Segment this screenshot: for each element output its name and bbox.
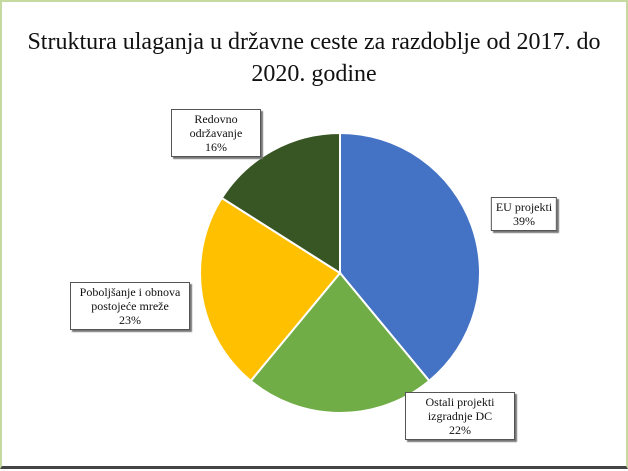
pie-slice: [339, 131, 481, 383]
category-label: Poboljšanje i obnova postojeće mreže: [79, 285, 181, 313]
data-label: Poboljšanje i obnova postojeće mreže 23%: [70, 282, 190, 330]
value-label: 23%: [119, 313, 141, 327]
category-label: Redovno održavanje: [189, 112, 243, 140]
value-label: 16%: [205, 140, 227, 154]
data-label: Redovno održavanje 16%: [171, 109, 261, 157]
pie-slice: [199, 196, 342, 383]
data-label: Ostali projekti izgradnje DC 22%: [405, 392, 515, 440]
category-label: EU projekti: [495, 200, 553, 214]
pie-slice: [220, 131, 341, 275]
value-label: 22%: [449, 423, 471, 437]
data-label: EU projekti 39%: [490, 197, 558, 231]
chart-title: Struktura ulaganja u državne ceste za ra…: [27, 29, 601, 87]
value-label: 39%: [512, 214, 535, 228]
category-label: Ostali projekti izgradnje DC: [425, 395, 495, 423]
